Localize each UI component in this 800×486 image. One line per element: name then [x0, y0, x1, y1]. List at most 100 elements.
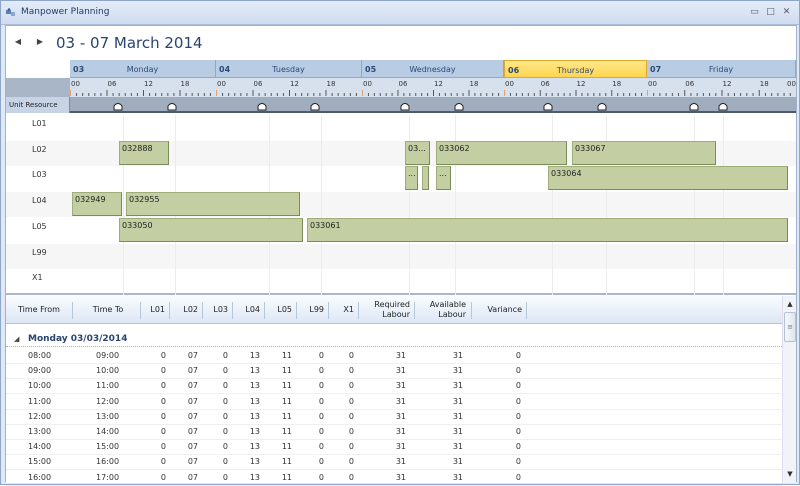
- vertical-scrollbar[interactable]: ▲ ≡ ▼: [782, 296, 796, 483]
- column-separator[interactable]: [202, 302, 203, 319]
- grid-line: [694, 115, 695, 295]
- close-icon: ✕: [782, 7, 791, 17]
- table-cell: 0: [160, 457, 166, 467]
- day-number: 07: [650, 65, 662, 74]
- unit-resource-label: Unit Resource: [6, 97, 70, 113]
- table-cell: 0: [348, 381, 354, 391]
- day-header-monday[interactable]: 03 Monday: [70, 60, 216, 78]
- table-row[interactable]: 08:00 09:00 0 07 0 13 11 0 0 31 31 0: [6, 349, 782, 364]
- day-header-friday[interactable]: 07 Friday: [647, 60, 796, 78]
- column-header[interactable]: Variance: [475, 296, 526, 324]
- table-row[interactable]: 15:00 16:00 0 07 0 13 11 0 0 31 31 0: [6, 455, 782, 471]
- day-header-tuesday[interactable]: 04 Tuesday: [216, 60, 362, 78]
- hour-marker-icon[interactable]: [543, 101, 553, 111]
- table-cell: 07: [187, 366, 198, 376]
- column-header[interactable]: Required Labour: [362, 296, 414, 324]
- day-number: 04: [219, 65, 231, 74]
- column-separator[interactable]: [296, 302, 297, 319]
- column-header[interactable]: L01: [144, 296, 169, 324]
- collapse-triangle-icon[interactable]: ◢: [14, 335, 20, 343]
- day-name: Monday: [126, 65, 159, 74]
- hour-tick-label: 12: [576, 80, 586, 88]
- scroll-down-arrow-icon[interactable]: ▼: [787, 470, 793, 478]
- column-separator[interactable]: [264, 302, 265, 319]
- close-button[interactable]: ✕: [781, 7, 792, 17]
- table-row[interactable]: 10:00 11:00 0 07 0 13 11 0 0 31 31 0: [6, 379, 782, 395]
- appointment-bar[interactable]: ...: [436, 166, 451, 191]
- column-header[interactable]: Available Labour: [418, 296, 470, 324]
- appointment-bar[interactable]: [422, 166, 429, 191]
- appointment-bar[interactable]: ...: [405, 166, 418, 191]
- hour-marker-icon[interactable]: [597, 101, 607, 111]
- table-cell: 31: [395, 442, 406, 452]
- table-row[interactable]: 11:00 12:00 0 07 0 13 11 0 0 31 31 0: [6, 395, 782, 410]
- hour-marker-icon[interactable]: [167, 101, 177, 111]
- hour-tick-label: 06: [685, 80, 695, 88]
- hour-marker-icon[interactable]: [113, 101, 123, 111]
- column-separator[interactable]: [471, 302, 472, 319]
- appointment-bar[interactable]: 032955: [126, 192, 300, 217]
- column-separator[interactable]: [169, 302, 170, 319]
- hour-marker-icon[interactable]: [689, 101, 699, 111]
- column-header[interactable]: X1: [332, 296, 358, 324]
- grid-line: [123, 115, 124, 295]
- column-separator[interactable]: [358, 302, 359, 319]
- hour-marker-icon[interactable]: [257, 101, 267, 111]
- column-header[interactable]: L04: [236, 296, 264, 324]
- table-cell: 13: [249, 366, 260, 376]
- minimize-button[interactable]: ▭: [749, 7, 760, 17]
- column-header[interactable]: L03: [206, 296, 232, 324]
- column-separator[interactable]: [72, 302, 73, 319]
- column-separator[interactable]: [328, 302, 329, 319]
- appointment-bar[interactable]: 032888: [119, 140, 169, 165]
- column-header[interactable]: Time From: [6, 296, 72, 324]
- next-week-button[interactable]: ▶: [36, 37, 44, 47]
- appointment-bar[interactable]: 033064: [548, 166, 788, 191]
- hour-marker-icon[interactable]: [310, 101, 320, 111]
- table-row[interactable]: 14:00 15:00 0 07 0 13 11 0 0 31 31 0: [6, 440, 782, 456]
- scroll-thumb[interactable]: ≡: [784, 312, 796, 342]
- appointment-bar[interactable]: 032949: [72, 192, 122, 217]
- day-header-thursday[interactable]: 06 Thursday: [504, 60, 647, 78]
- column-separator[interactable]: [526, 302, 527, 319]
- column-header-label: L04: [245, 305, 260, 314]
- column-separator[interactable]: [232, 302, 233, 319]
- resource-row-l03: L03: [6, 166, 796, 191]
- table-row[interactable]: 09:00 10:00 0 07 0 13 11 0 0 31 31 0: [6, 364, 782, 380]
- table-cell: 0: [515, 381, 521, 391]
- previous-week-button[interactable]: ◀: [14, 37, 22, 47]
- column-header[interactable]: L99: [300, 296, 328, 324]
- table-row[interactable]: 13:00 14:00 0 07 0 13 11 0 0 31 31 0: [6, 425, 782, 440]
- resource-row-l99: L99: [6, 243, 796, 269]
- appointment-bar[interactable]: 03...: [405, 140, 430, 165]
- table-cell: 31: [452, 442, 463, 452]
- table-cell: 31: [452, 411, 463, 421]
- hour-marker-icon[interactable]: [400, 101, 410, 111]
- scroll-up-arrow-icon[interactable]: ▲: [787, 300, 793, 308]
- appointment-bar[interactable]: 033062: [436, 140, 567, 165]
- hour-marker-icon[interactable]: [454, 101, 464, 111]
- hour-tick-label: 18: [612, 80, 622, 88]
- column-header[interactable]: L05: [268, 296, 296, 324]
- hour-marker-icon[interactable]: [718, 101, 728, 111]
- column-header[interactable]: L02: [173, 296, 202, 324]
- table-row[interactable]: 16:00 17:00 0 07 0 13 11 0 0 31 31 0: [6, 471, 782, 486]
- appointment-bar[interactable]: 033050: [119, 217, 303, 242]
- table-cell: 13: [249, 427, 260, 436]
- group-row-monday[interactable]: ◢ Monday 03/03/2014: [6, 333, 782, 347]
- appointment-bar[interactable]: 033067: [572, 140, 716, 165]
- grid-line: [321, 115, 322, 295]
- table-cell: 0: [318, 442, 324, 452]
- table-row[interactable]: 12:00 13:00 0 07 0 13 11 0 0 31 31 0: [6, 410, 782, 425]
- resource-label: L05: [32, 221, 47, 231]
- column-header-label: X1: [343, 305, 354, 314]
- column-separator[interactable]: [414, 302, 415, 319]
- maximize-button[interactable]: □: [765, 7, 776, 17]
- resource-label: L03: [32, 170, 47, 180]
- column-header[interactable]: Time To: [76, 296, 140, 324]
- appointment-bar[interactable]: 033061: [307, 217, 788, 242]
- day-header-wednesday[interactable]: 05 Wednesday: [362, 60, 504, 78]
- column-separator[interactable]: [140, 302, 141, 319]
- table-cell: 31: [395, 396, 406, 406]
- grid-line: [552, 115, 553, 295]
